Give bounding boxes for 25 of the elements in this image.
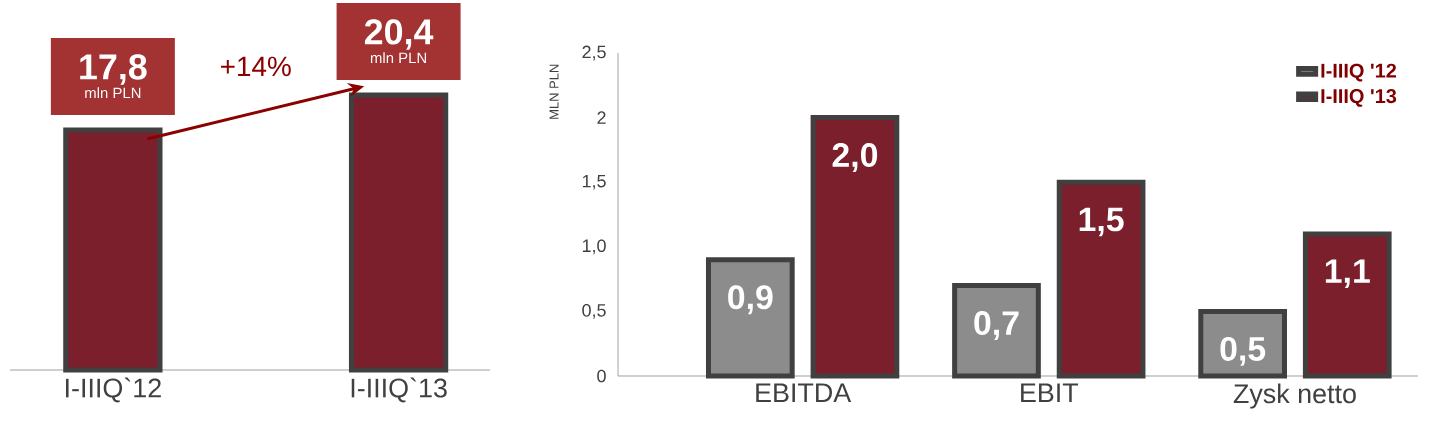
data-label: 2,0 bbox=[832, 143, 878, 173]
y-axis-title: MLN PLN bbox=[549, 64, 559, 119]
y-tick-label: 2 bbox=[597, 111, 606, 124]
legend-label: I-IIIQ '12 bbox=[1321, 63, 1397, 82]
data-label: 0,9 bbox=[728, 285, 773, 315]
y-tick-label: 0 bbox=[597, 369, 606, 383]
y-tick-label: 0,5 bbox=[582, 303, 606, 319]
x-tick-label: EBITDA bbox=[756, 383, 852, 403]
text: mln PLN bbox=[370, 52, 426, 64]
x-tick-label: I-IIIQ`12 bbox=[66, 377, 161, 403]
data-label: 1,5 bbox=[1079, 207, 1124, 237]
text: +14% bbox=[221, 56, 291, 77]
x-tick-label: Zysk netto bbox=[1233, 383, 1356, 409]
y-tick-label: 2,5 bbox=[582, 45, 606, 61]
data-label: 0,5 bbox=[1220, 336, 1266, 366]
x-tick-label: EBIT bbox=[1021, 383, 1079, 403]
legend-label: I-IIIQ '13 bbox=[1321, 89, 1397, 107]
data-label: 1,1 bbox=[1325, 259, 1370, 288]
y-tick-label: 1,0 bbox=[582, 239, 606, 255]
y-tick-label: 1,5 bbox=[582, 174, 606, 190]
annotation: mln PLN bbox=[85, 87, 141, 99]
data-label: 17,8 bbox=[80, 54, 147, 85]
x-tick-label: I-IIIQ`13 bbox=[351, 377, 447, 403]
data-label: 20,4 bbox=[364, 19, 434, 50]
data-label: 0,7 bbox=[974, 311, 1019, 340]
